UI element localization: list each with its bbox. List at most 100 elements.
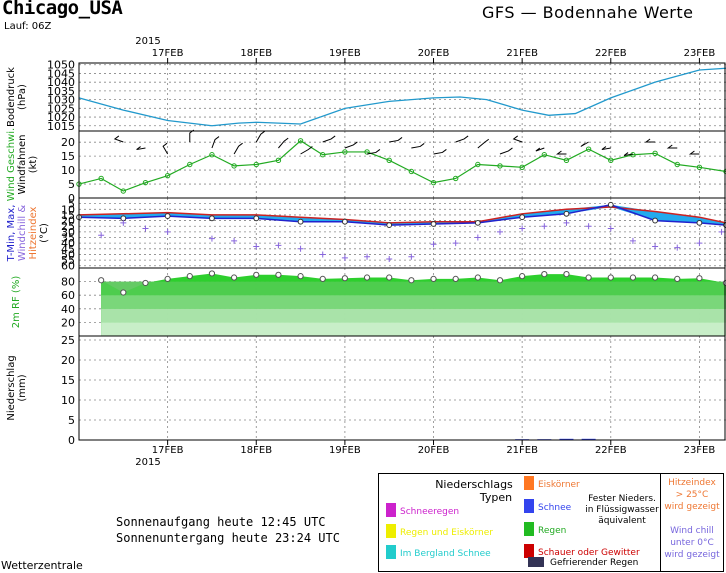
y-tick-label: 40 — [61, 303, 75, 316]
y-tick-label: 15 — [61, 374, 75, 387]
t-point — [474, 219, 481, 226]
humidity-point — [519, 273, 526, 280]
y-tick-label: 60 — [61, 289, 75, 302]
humidity-point — [541, 271, 548, 278]
wind-speed-point — [142, 179, 149, 186]
humidity-point — [430, 275, 437, 282]
year-label-bottom: 2015 — [135, 457, 160, 468]
date-label-bottom: 21FEB — [506, 445, 538, 456]
windchill-marker — [496, 228, 503, 235]
wind-barb — [535, 147, 545, 152]
humidity-point — [253, 271, 260, 278]
legend-frame — [378, 473, 724, 572]
humidity-point — [563, 271, 570, 278]
windchill-marker — [607, 225, 614, 232]
wind-barb — [411, 143, 425, 149]
legend-chill-note: unter 0°C — [670, 538, 714, 548]
t-point — [386, 222, 393, 228]
wind-speed-point — [430, 179, 437, 186]
windchill-marker — [652, 243, 659, 250]
windchill-marker — [386, 255, 393, 262]
date-label-top: 19FEB — [329, 48, 361, 59]
wind-speed-point — [98, 175, 104, 182]
y-tick-label: 10 — [61, 203, 75, 216]
legend-heat-note: Hitzeindex — [668, 478, 716, 488]
wind-barb — [366, 149, 381, 155]
humidity-shade — [101, 295, 726, 309]
wind-speed-point — [696, 164, 703, 170]
y-tick-label: 5 — [68, 178, 75, 191]
legend-swatch — [524, 476, 534, 490]
y-tick-label: 35 — [61, 232, 75, 245]
y-tick-label: 20 — [61, 316, 75, 329]
y-tick-label: 30 — [61, 226, 75, 239]
legend-swatch — [524, 499, 534, 513]
windchill-marker — [253, 243, 260, 250]
wind-speed-point — [320, 152, 326, 158]
wind-speed-line — [78, 140, 726, 192]
legend-title: Niederschlags — [435, 478, 513, 491]
humidity-shade — [101, 308, 726, 323]
legend-label: Eiskörner — [538, 480, 580, 490]
date-label-top: 23FEB — [684, 48, 716, 59]
wind-speed-point — [386, 157, 392, 164]
year-label-top: 2015 — [135, 36, 160, 47]
windchill-marker — [164, 228, 171, 235]
wind-speed-point — [497, 163, 503, 169]
t-point — [652, 217, 658, 224]
legend-label: Schneeregen — [400, 507, 459, 517]
windchill-marker — [319, 251, 326, 258]
wind-barb — [136, 146, 146, 151]
sunrise-text: Sonnenaufgang heute 12:45 UTC — [116, 515, 326, 529]
humidity-point — [231, 274, 238, 281]
y-tick-label: 20 — [61, 136, 75, 149]
wind-barb — [389, 137, 403, 143]
source-credit: Wetterzentrale — [1, 559, 83, 572]
windchill-marker — [718, 228, 725, 235]
windchill-marker — [674, 244, 681, 251]
y-tick-label: 25 — [61, 220, 75, 233]
wind-speed-point — [519, 164, 525, 170]
legend-solid-note: Fester Nieders. — [588, 494, 656, 504]
wind-barb — [580, 141, 589, 147]
y-tick-label: 10 — [61, 394, 75, 407]
humidity-point — [696, 275, 703, 282]
wind-speed-point — [297, 138, 304, 144]
humidity-point — [98, 277, 105, 284]
humidity-shade — [101, 322, 726, 336]
legend-swatch — [524, 522, 534, 536]
t-max-line — [78, 206, 726, 224]
t-min-line — [78, 203, 726, 226]
t-point — [607, 201, 614, 208]
windchill-marker — [452, 240, 459, 247]
precip-bar — [581, 438, 596, 440]
legend-swatch — [524, 544, 534, 558]
legend-label: Im Bergland Schnee — [400, 549, 491, 559]
legend-heat-note: wird gezeigt — [664, 502, 720, 512]
wind-speed-point — [364, 149, 370, 155]
legend-label: Regen und Eiskörner — [400, 528, 493, 538]
y-tick-label: 20 — [61, 354, 75, 367]
wind-speed-point — [187, 161, 193, 168]
y-axis-label-humidity: 2m RF (%) — [11, 276, 22, 329]
humidity-point — [674, 275, 681, 282]
date-label-bottom: 19FEB — [329, 445, 361, 456]
wind-speed-point — [674, 161, 680, 168]
t-point — [253, 215, 260, 222]
t-point — [696, 219, 703, 226]
y-axis-label-wind: Wind Geschwi. — [6, 128, 17, 201]
date-label-top: 17FEB — [152, 48, 184, 59]
y-tick-label: 0 — [68, 434, 75, 447]
legend-label: Schnee — [538, 503, 572, 513]
legend-swatch — [386, 545, 396, 559]
windchill-marker — [585, 223, 592, 230]
t-point — [341, 218, 348, 225]
legend-solid-note: äquivalent — [598, 516, 646, 526]
wind-barb — [455, 135, 469, 143]
t-point — [297, 218, 304, 225]
y-axis-label-temperature: Hitzeindex — [28, 206, 39, 259]
windchill-marker — [208, 235, 215, 242]
precip-bar — [559, 438, 574, 440]
y-tick-label: 55 — [61, 254, 75, 267]
